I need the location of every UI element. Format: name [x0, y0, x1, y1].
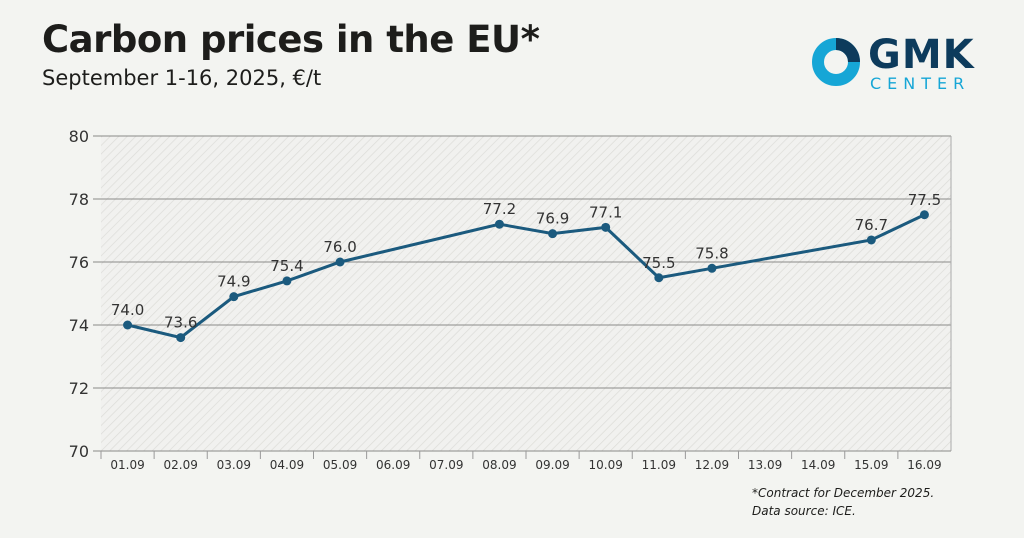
data-label: 73.6	[164, 314, 197, 332]
x-tick-label: 04.09	[270, 458, 304, 472]
data-point	[494, 219, 504, 229]
x-tick-label: 01.09	[110, 458, 144, 472]
data-label: 77.2	[483, 200, 516, 218]
data-point	[919, 210, 929, 220]
x-tick-label: 05.09	[323, 458, 357, 472]
y-tick-label: 76	[69, 253, 89, 272]
x-tick-label: 02.09	[164, 458, 198, 472]
data-point	[282, 276, 292, 286]
x-tick-label: 12.09	[695, 458, 729, 472]
data-label: 74.9	[217, 273, 250, 291]
logo-ring-icon	[812, 38, 860, 86]
x-tick-label: 08.09	[482, 458, 516, 472]
data-label: 77.5	[908, 191, 941, 209]
footnote-contract: *Contract for December 2025.	[752, 486, 935, 500]
logo-subtext: CENTER	[870, 74, 971, 93]
data-point	[123, 320, 133, 330]
data-point	[335, 257, 345, 267]
series-line	[127, 213, 926, 340]
y-tick-label: 74	[69, 316, 89, 335]
x-tick-label: 16.09	[907, 458, 941, 472]
x-tick-label: 10.09	[589, 458, 623, 472]
data-point	[654, 273, 664, 283]
data-label: 74.0	[111, 301, 144, 319]
footnote-source: Data source: ICE.	[752, 504, 856, 518]
page-title: Carbon prices in the EU*	[42, 18, 540, 61]
x-tick-label: 13.09	[748, 458, 782, 472]
data-label: 76.0	[323, 238, 356, 256]
data-label: 76.9	[536, 210, 569, 228]
y-tick-label: 72	[69, 379, 89, 398]
page-subtitle: September 1-16, 2025, €/t	[42, 66, 322, 90]
y-tick-label: 80	[69, 127, 89, 146]
gmk-center-logo: GMK CENTER	[810, 32, 1000, 96]
x-tick-label: 14.09	[801, 458, 835, 472]
data-point	[866, 235, 876, 245]
data-point	[548, 229, 558, 239]
x-tick-label: 03.09	[217, 458, 251, 472]
y-tick-label: 70	[69, 442, 89, 461]
x-tick-label: 11.09	[642, 458, 676, 472]
x-tick-label: 15.09	[854, 458, 888, 472]
y-tick-label: 78	[69, 190, 89, 209]
x-tick-label: 09.09	[535, 458, 569, 472]
data-label: 75.4	[270, 257, 303, 275]
footnote: *Contract for December 2025. Data source…	[752, 484, 934, 520]
data-point	[176, 333, 186, 343]
logo-text: GMK	[868, 32, 975, 78]
data-point	[707, 263, 717, 273]
x-tick-label: 06.09	[376, 458, 410, 472]
data-label: 76.7	[855, 216, 888, 234]
data-label: 75.8	[695, 244, 728, 262]
data-point	[229, 292, 239, 302]
data-label: 75.5	[642, 254, 675, 272]
data-label: 77.1	[589, 203, 622, 221]
data-point	[601, 222, 611, 232]
plot-area	[101, 136, 951, 451]
x-tick-label: 07.09	[429, 458, 463, 472]
